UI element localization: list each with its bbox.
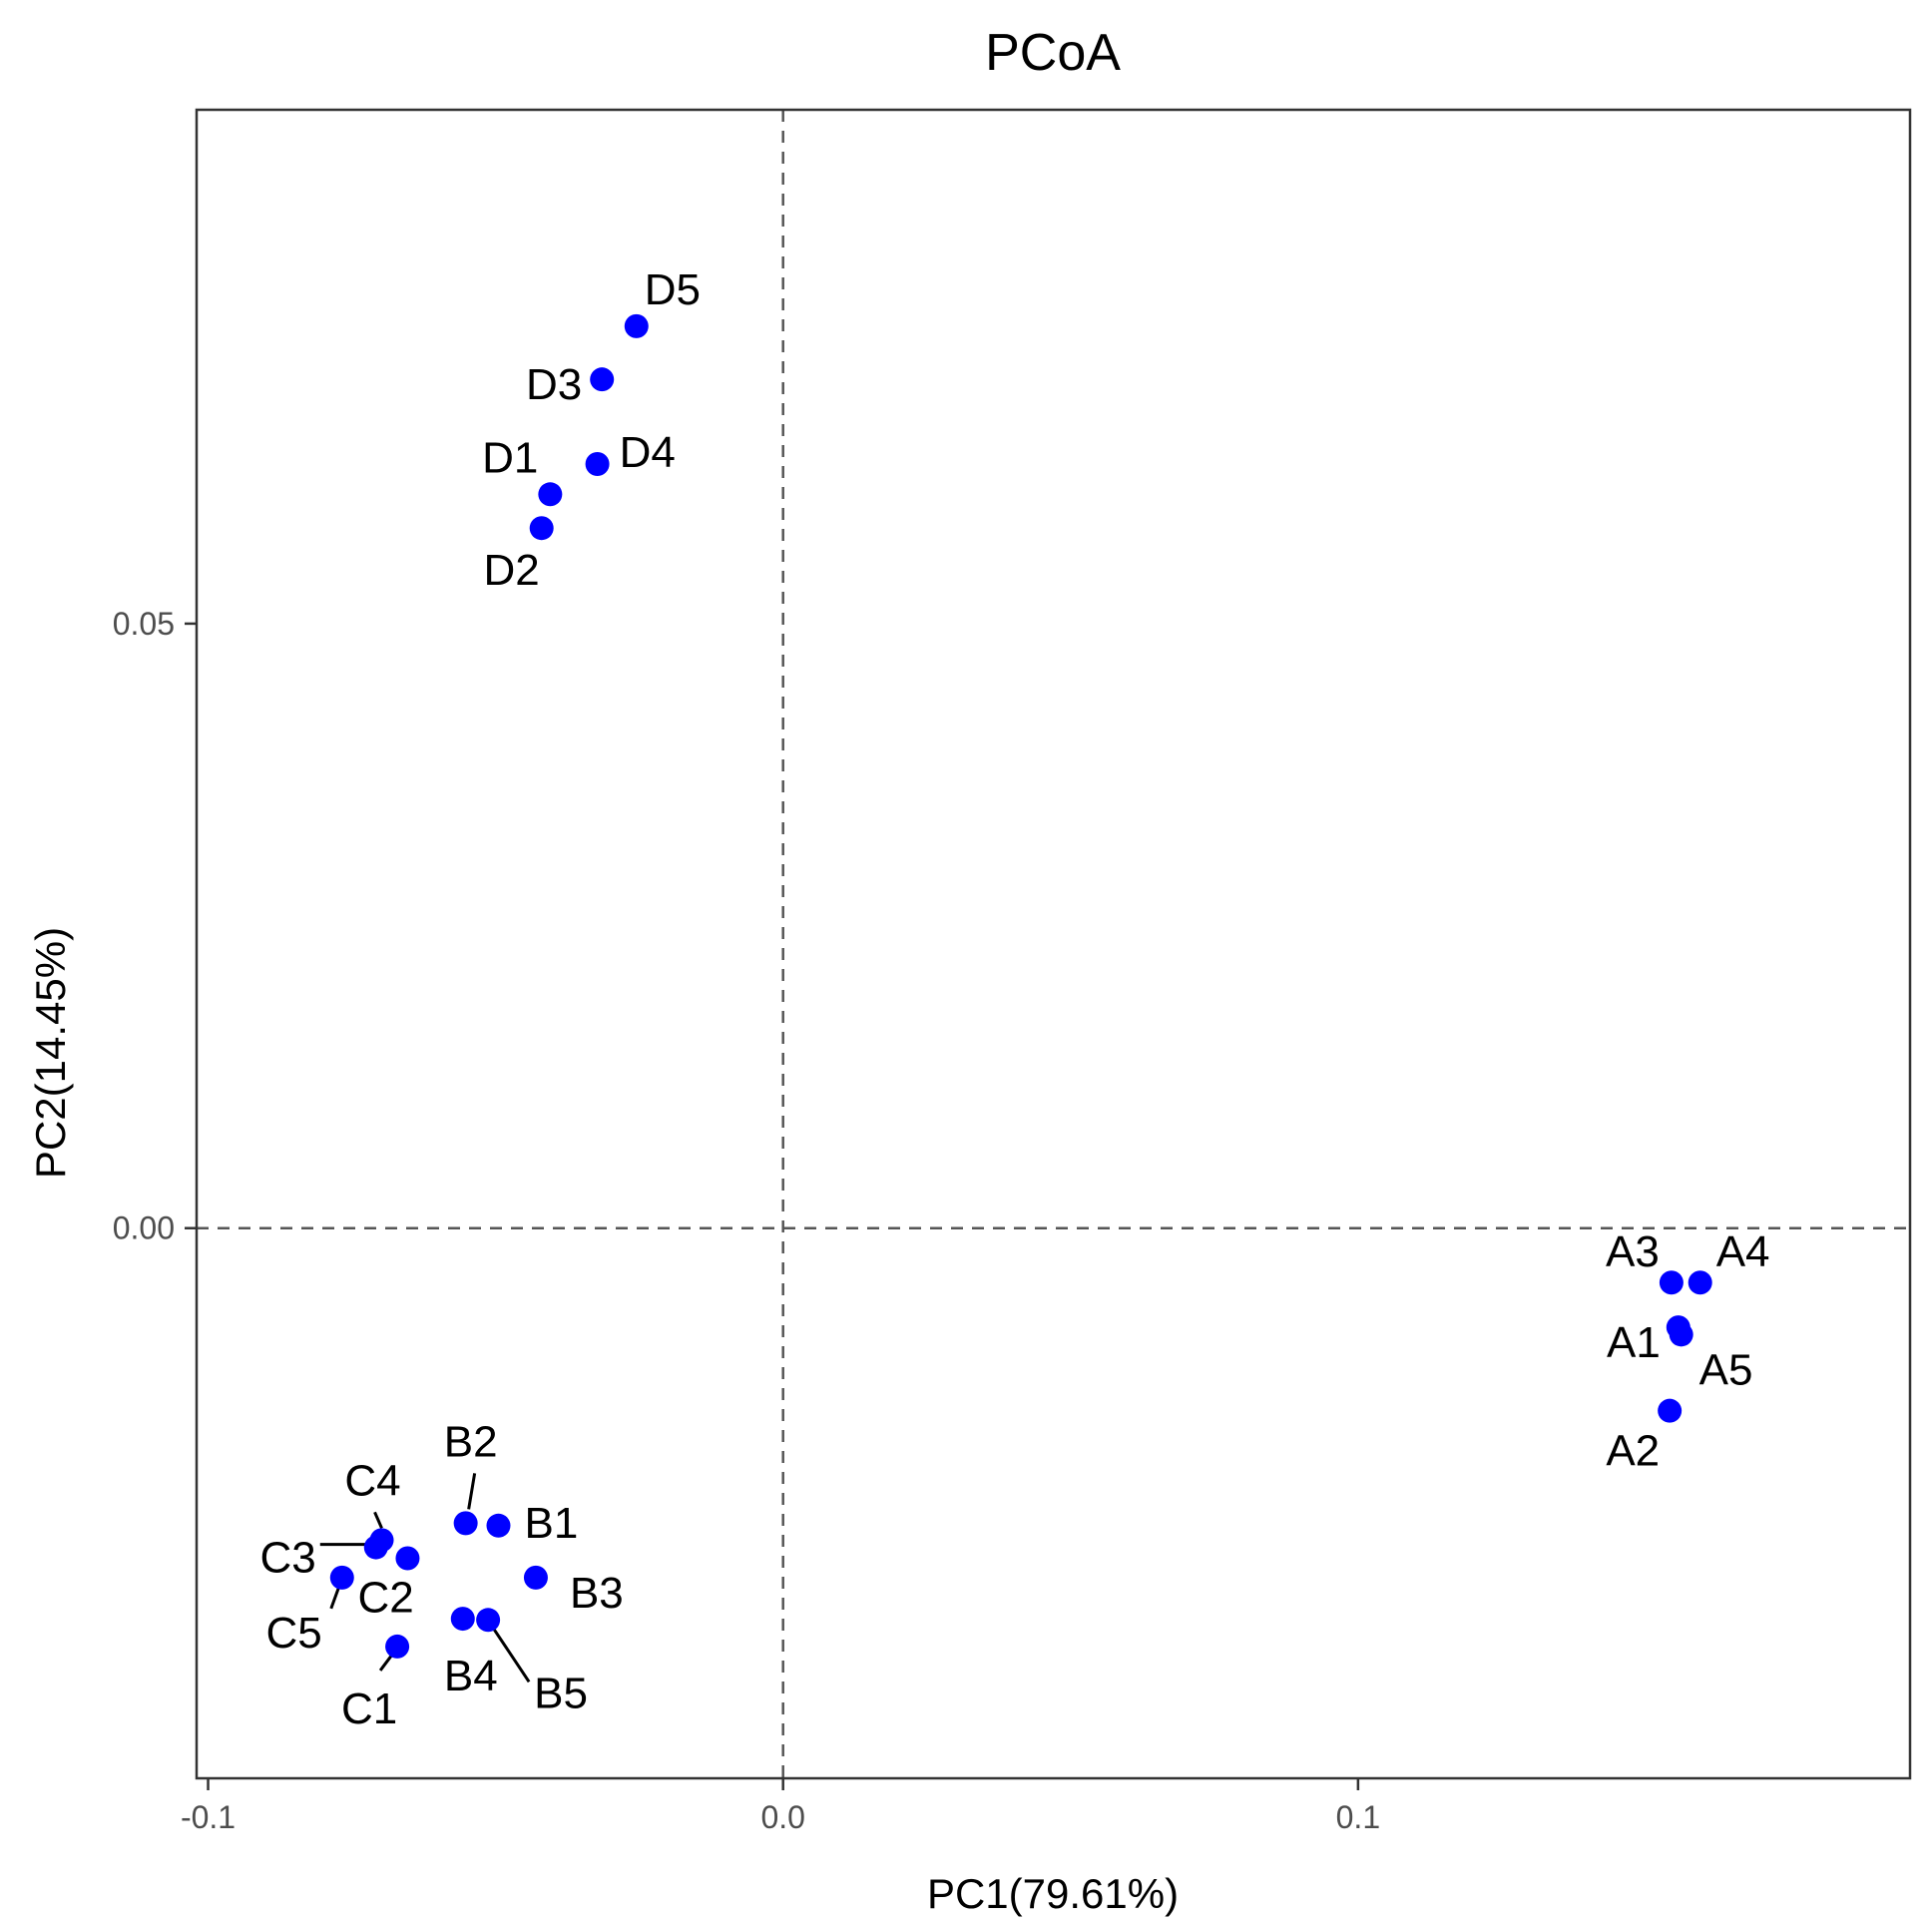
- x-tick-label: -0.1: [181, 1799, 236, 1835]
- data-point-d5: [624, 313, 649, 338]
- leader-line-b5: [491, 1627, 531, 1684]
- y-axis-title: PC2(14.45%): [27, 927, 74, 1179]
- y-tick-label: 0.00: [113, 1210, 175, 1246]
- data-point-b4: [450, 1607, 475, 1632]
- point-label-d1: D1: [482, 433, 538, 482]
- data-point-d1: [538, 482, 563, 507]
- leader-line-c1: [378, 1654, 394, 1672]
- leader-line-b2: [467, 1473, 477, 1510]
- chart-title: PCoA: [985, 24, 1121, 82]
- data-point-c3: [363, 1535, 388, 1560]
- x-axis-title: PC1(79.61%): [927, 1870, 1179, 1917]
- point-label-a3: A3: [1606, 1227, 1660, 1276]
- point-label-c5: C5: [266, 1609, 322, 1658]
- point-label-a2: A2: [1606, 1427, 1660, 1476]
- data-point-b5: [476, 1608, 501, 1633]
- data-point-c5: [329, 1565, 354, 1590]
- x-tick-label: 0.0: [760, 1799, 804, 1835]
- point-label-c1: C1: [341, 1684, 397, 1733]
- point-label-b4: B4: [444, 1652, 498, 1700]
- y-tick-label: 0.05: [113, 606, 175, 642]
- x-tick-label: 0.1: [1336, 1799, 1380, 1835]
- leader-line-c4: [373, 1511, 383, 1529]
- data-point-d3: [590, 367, 615, 392]
- plot-area: -0.1 0.0 0.1 0.00 0.05 D5 D3 D4 D1 D2 A3 A4 A1 A5 A2 B2…: [113, 108, 1912, 1835]
- data-point-a5: [1669, 1322, 1693, 1347]
- point-label-c3: C3: [260, 1534, 316, 1583]
- point-label-d5: D5: [645, 265, 701, 314]
- point-label-a5: A5: [1699, 1345, 1753, 1394]
- point-label-a4: A4: [1716, 1227, 1770, 1276]
- point-label-d2: D2: [483, 546, 539, 595]
- point-label-b2: B2: [444, 1417, 498, 1466]
- point-label-b1: B1: [524, 1499, 578, 1548]
- data-point-c1: [385, 1634, 410, 1659]
- point-label-c4: C4: [344, 1456, 400, 1505]
- data-point-b2: [453, 1511, 478, 1536]
- data-point-a3: [1659, 1270, 1684, 1295]
- leader-line-c5: [329, 1586, 341, 1610]
- data-point-a2: [1658, 1398, 1683, 1423]
- data-point-d2: [529, 516, 554, 541]
- point-label-b3: B3: [570, 1569, 624, 1618]
- point-label-d4: D4: [620, 428, 676, 477]
- point-label-b5: B5: [534, 1669, 588, 1717]
- data-point-c2: [395, 1546, 420, 1571]
- point-label-c2: C2: [357, 1573, 413, 1622]
- data-point-d4: [585, 451, 610, 476]
- point-label-d3: D3: [526, 360, 582, 409]
- point-label-a1: A1: [1607, 1318, 1661, 1367]
- data-point-b3: [523, 1565, 548, 1590]
- data-point-b1: [486, 1513, 511, 1538]
- plot-frame: [195, 108, 1912, 1780]
- data-point-a4: [1688, 1270, 1712, 1295]
